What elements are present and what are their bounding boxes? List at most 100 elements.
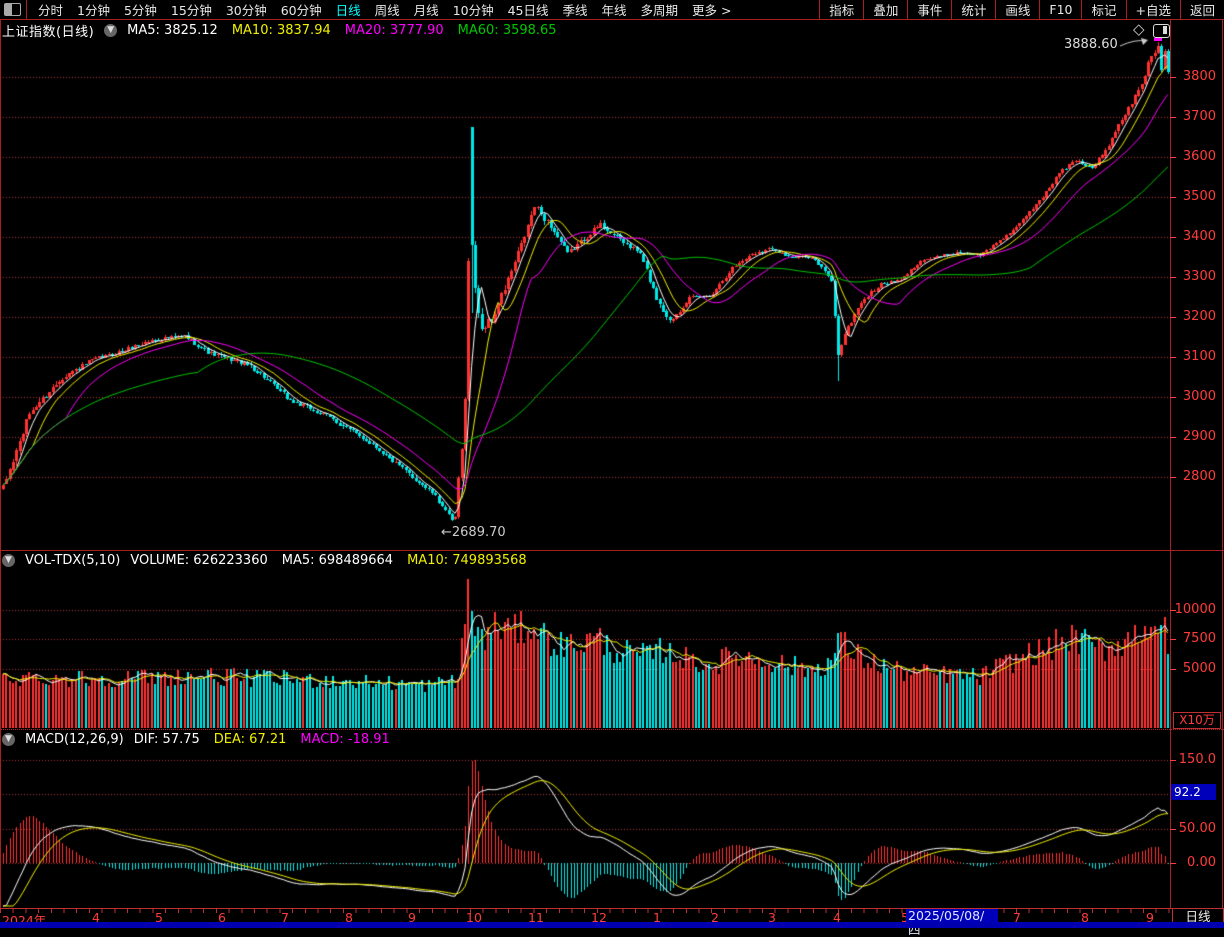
volume-pane-header: ▼ VOL-TDX(5,10) VOLUME: 626223360 MA5: 69…	[2, 553, 527, 568]
price-tick-label-3600: 3600	[1182, 149, 1216, 164]
price-tick-label-3400: 3400	[1182, 229, 1216, 244]
time-label-6: 6	[218, 910, 226, 925]
macd-chart[interactable]	[0, 731, 1170, 908]
period-item-月线[interactable]: 月线	[413, 3, 439, 18]
right-border-line	[1222, 19, 1223, 922]
volume-separator-line	[0, 550, 1224, 551]
panel-toggle-icon[interactable]	[1153, 24, 1170, 38]
tools-menu: 指标 叠加 事件 统计 画线 F10 标记 +自选 返回	[819, 0, 1224, 19]
volume-tick-5000	[1170, 668, 1176, 670]
cursor-date-chip: 2025/05/08/四	[906, 909, 998, 937]
time-label-7: 7	[281, 910, 289, 925]
period-item-15分钟[interactable]: 15分钟	[170, 3, 212, 18]
volume-readouts: VOLUME: 626223360 MA5: 698489664 MA10: 749…	[130, 553, 526, 568]
time-label-3: 3	[768, 910, 776, 925]
time-label-8: 8	[345, 910, 353, 925]
period-item-季线[interactable]: 季线	[562, 3, 588, 18]
period-item-日线[interactable]: 日线	[335, 3, 361, 18]
macd-readout-0: DIF: 57.75	[133, 732, 200, 747]
period-item-更多 >[interactable]: 更多 >	[692, 3, 732, 18]
period-item-周线[interactable]: 周线	[374, 3, 400, 18]
time-label-4: 4	[833, 910, 841, 925]
time-label-4: 4	[92, 910, 100, 925]
axis-divider-line	[1170, 19, 1171, 922]
macd-pane-header: ▼ MACD(12,26,9) DIF: 57.75 DEA: 67.21 MACD…	[2, 732, 390, 747]
price-tick-3600	[1170, 157, 1176, 158]
main-ma-readouts: MA5: 3825.12 MA10: 3837.94 MA20: 3777.90 MA…	[127, 23, 556, 38]
period-indicator[interactable]: 日线	[1172, 908, 1224, 925]
price-tick-label-3500: 3500	[1182, 189, 1216, 204]
price-tick-label-2800: 2800	[1182, 469, 1216, 484]
tool-item-F10[interactable]: F10	[1039, 0, 1081, 19]
price-tick-3500	[1170, 197, 1176, 198]
price-tick-label-3100: 3100	[1182, 349, 1216, 364]
macd-tick-0	[1170, 863, 1176, 864]
period-item-5分钟[interactable]: 5分钟	[123, 3, 157, 18]
diamond-marker-icon[interactable]: ◇	[1133, 20, 1145, 38]
price-tick-label-3800: 3800	[1182, 69, 1216, 84]
macd-tick-label-150.0: 150.0	[1178, 751, 1216, 767]
ma-readout-1: MA10: 3837.94	[231, 23, 331, 38]
volume-indicator-title: VOL-TDX(5,10)	[25, 553, 121, 568]
time-label-7: 7	[1013, 910, 1021, 925]
macd-readout-2: MACD: -18.91	[300, 732, 390, 747]
macd-readout-1: DEA: 67.21	[213, 732, 287, 747]
period-item-10分钟[interactable]: 10分钟	[452, 3, 494, 18]
volume-tick-label-7500: 7500	[1182, 631, 1216, 647]
time-label-1: 1	[653, 910, 661, 925]
time-label-5: 5	[155, 910, 163, 925]
left-border-line	[0, 19, 1, 922]
macd-indicator-title: MACD(12,26,9)	[25, 732, 124, 747]
price-tick-label-2900: 2900	[1182, 429, 1216, 444]
ma-readout-3: MA60: 3598.65	[457, 23, 557, 38]
period-item-30分钟[interactable]: 30分钟	[225, 3, 267, 18]
vol-readout-2: MA10: 749893568	[407, 553, 527, 568]
period-item-年线[interactable]: 年线	[601, 3, 627, 18]
price-tick-3300	[1170, 277, 1176, 278]
collapse-main-icon[interactable]: ▼	[104, 24, 118, 37]
candlestick-chart[interactable]	[0, 26, 1170, 548]
period-item-多周期[interactable]: 多周期	[640, 3, 679, 18]
volume-chart[interactable]	[0, 552, 1170, 728]
time-label-9: 9	[1146, 910, 1154, 925]
macd-tick-150	[1170, 759, 1176, 761]
tool-item-叠加[interactable]: 叠加	[863, 0, 907, 19]
last-price-marker	[1154, 38, 1162, 41]
price-tick-3200	[1170, 317, 1176, 318]
time-label-8: 8	[1081, 910, 1089, 925]
time-label-11: 11	[528, 910, 544, 925]
tool-item-+自选[interactable]: +自选	[1125, 0, 1180, 19]
vol-readout-1: MA5: 698489664	[281, 553, 394, 568]
macd-tick-label-0.00: 0.00	[1187, 855, 1216, 870]
time-label-2: 2	[711, 910, 719, 925]
price-tick-label-3300: 3300	[1182, 269, 1216, 284]
tool-item-指标[interactable]: 指标	[819, 0, 863, 19]
ma-readout-2: MA20: 3777.90	[344, 23, 444, 38]
tool-item-标记[interactable]: 标记	[1081, 0, 1125, 19]
tool-item-事件[interactable]: 事件	[907, 0, 951, 19]
tool-item-统计[interactable]: 统计	[951, 0, 995, 19]
time-label-9: 9	[408, 910, 416, 925]
macd-separator-line	[0, 729, 1224, 730]
period-item-分时[interactable]: 分时	[38, 3, 64, 18]
volume-tick-label-10000: 10000	[1174, 601, 1216, 617]
macd-cursor-value: 92.2	[1171, 784, 1216, 800]
time-label-5: 5	[901, 910, 909, 925]
bottom-scrollbar-strip[interactable]	[0, 922, 1224, 928]
volume-unit-label: X10万	[1173, 712, 1221, 729]
volume-tick-label-5000: 5000	[1182, 660, 1216, 676]
price-tick-2900	[1170, 437, 1176, 438]
low-price-annotation: ←2689.70	[441, 525, 506, 540]
volume-tick-10000	[1170, 609, 1176, 611]
period-item-60分钟[interactable]: 60分钟	[280, 3, 322, 18]
time-label-12: 12	[591, 910, 607, 925]
tool-item-画线[interactable]: 画线	[995, 0, 1039, 19]
split-window-icon[interactable]	[4, 3, 21, 16]
period-item-1分钟[interactable]: 1分钟	[77, 3, 110, 18]
main-pane-header: 上证指数(日线) ▼ MA5: 3825.12 MA10: 3837.94 MA20…	[2, 21, 557, 40]
collapse-volume-icon[interactable]: ▼	[2, 554, 15, 567]
collapse-macd-icon[interactable]: ▼	[2, 733, 15, 746]
period-item-45日线[interactable]: 45日线	[507, 3, 549, 18]
tool-item-返回[interactable]: 返回	[1179, 0, 1224, 19]
